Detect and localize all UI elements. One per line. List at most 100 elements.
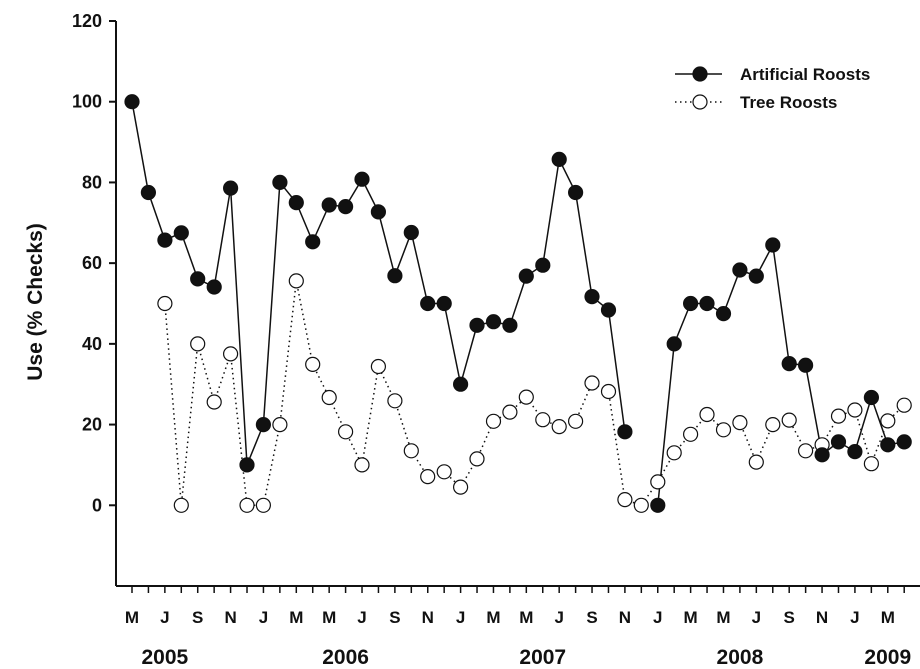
year-label: 2005 (142, 646, 189, 669)
tree-point (469, 451, 485, 467)
month-label: S (586, 608, 597, 627)
tree-point (239, 497, 255, 513)
artificial-point (157, 232, 173, 248)
artificial-point (272, 174, 288, 190)
tree-point (797, 443, 814, 459)
y-tick-label: 20 (82, 415, 102, 435)
artificial-point (255, 417, 271, 433)
tree-point (863, 456, 880, 472)
legend-tree-label: Tree Roosts (740, 93, 837, 112)
tree-point (338, 424, 354, 440)
year-label: 2006 (322, 646, 369, 669)
month-label: J (160, 608, 169, 627)
month-label: J (456, 608, 465, 627)
tree-point (321, 389, 337, 406)
legend-tree-marker (692, 94, 708, 110)
tree-point (354, 457, 370, 473)
tree-point (223, 346, 239, 362)
tree-point (157, 295, 173, 312)
artificial-point (140, 184, 156, 201)
artificial-point (682, 295, 699, 312)
tree-point (732, 415, 748, 431)
month-label: N (224, 608, 236, 627)
month-label: J (850, 608, 859, 627)
tree-point (305, 356, 321, 372)
month-label: M (519, 608, 533, 627)
tree-point (896, 397, 912, 413)
tree-point (600, 383, 617, 400)
artificial-point (206, 279, 222, 295)
artificial-point (551, 151, 567, 167)
month-label: M (684, 608, 698, 627)
month-label: M (716, 608, 730, 627)
artificial-point (124, 94, 140, 110)
year-label: 2008 (717, 646, 764, 669)
series-layer (124, 94, 912, 513)
artificial-point (880, 437, 896, 453)
artificial-point (699, 295, 715, 312)
month-label: M (125, 608, 139, 627)
artificial-point (847, 444, 863, 460)
artificial-point (567, 184, 584, 201)
artificial-point (518, 268, 534, 284)
artificial-point (600, 302, 617, 318)
y-axis-title: Use (% Checks) (24, 223, 47, 381)
y-tick-label: 120 (72, 11, 102, 31)
artificial-point (715, 306, 732, 322)
tree-point (567, 413, 584, 429)
month-label: J (259, 608, 268, 627)
month-label: N (816, 608, 828, 627)
artificial-point (321, 197, 337, 213)
tree-point (765, 417, 781, 433)
tree-point (650, 474, 666, 490)
tree-point (781, 412, 797, 428)
tree-point (715, 422, 732, 438)
tree-point (206, 394, 222, 410)
artificial-point (387, 268, 403, 284)
tree-point (551, 419, 567, 435)
artificial-point (650, 497, 666, 513)
legend-artificial-label: Artificial Roosts (740, 65, 870, 84)
artificial-series-line (657, 242, 905, 506)
artificial-point (469, 317, 485, 333)
tree-point (370, 358, 386, 375)
month-label: N (619, 608, 631, 627)
tree-series-line (164, 280, 905, 507)
y-tick-label: 60 (82, 253, 102, 273)
tree-point (255, 497, 271, 513)
artificial-point (420, 295, 436, 312)
tree-point (436, 464, 452, 480)
tree-point (830, 408, 847, 424)
artificial-point (732, 262, 748, 278)
tree-point (666, 445, 682, 461)
artificial-point (436, 295, 452, 312)
artificial-point (485, 314, 502, 330)
artificial-point (354, 171, 370, 187)
tree-point (403, 443, 419, 459)
tree-point (518, 389, 534, 405)
tree-point (617, 492, 633, 508)
artificial-point (814, 447, 830, 463)
artificial-point (863, 389, 880, 406)
month-label: J (653, 608, 662, 627)
month-label: S (389, 608, 400, 627)
tree-point (420, 469, 436, 485)
month-label: J (554, 608, 563, 627)
artificial-point (288, 195, 304, 211)
artificial-point (617, 424, 633, 440)
y-tick-label: 40 (82, 334, 102, 354)
artificial-point (765, 237, 781, 253)
tree-point (453, 479, 469, 495)
tree-point (748, 454, 764, 470)
year-label: 2009 (864, 646, 911, 669)
artificial-point (223, 180, 239, 196)
legend-artificial-marker (692, 66, 708, 82)
artificial-point (370, 204, 386, 220)
month-label: M (322, 608, 336, 627)
tree-point (699, 406, 715, 423)
artificial-series-line (131, 101, 626, 466)
artificial-point (305, 234, 321, 250)
month-label: S (192, 608, 203, 627)
tree-point (387, 393, 403, 409)
